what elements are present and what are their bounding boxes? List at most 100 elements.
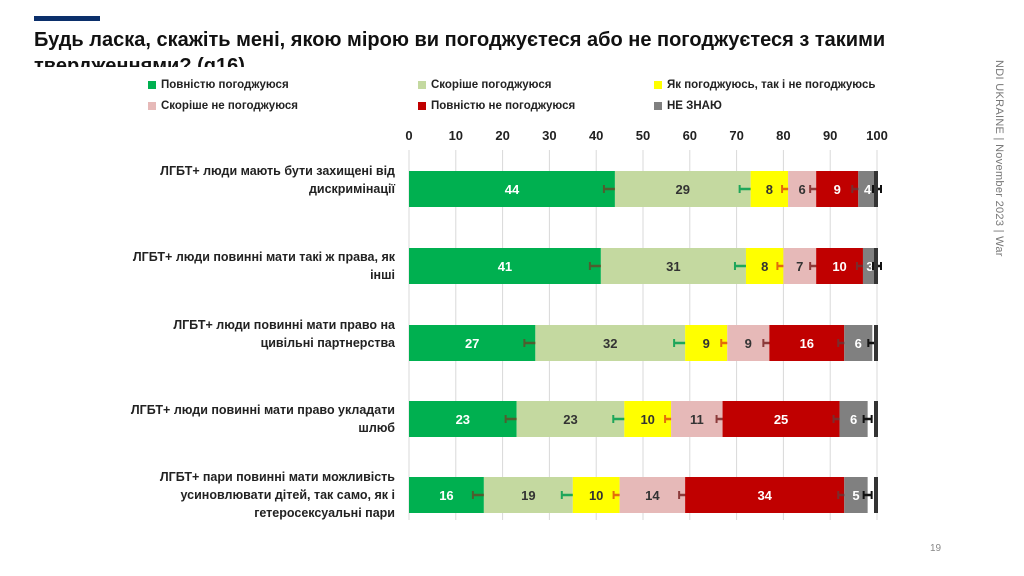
data-label: 9 <box>703 336 710 351</box>
data-label: 23 <box>563 412 577 427</box>
bar-end-segment <box>874 401 878 437</box>
bar-end-segment <box>874 248 878 284</box>
bar-segment <box>483 477 573 513</box>
bar-segment <box>409 325 536 361</box>
legend-swatch <box>418 81 426 89</box>
x-tick-label: 50 <box>636 128 650 143</box>
data-label: 5 <box>852 488 859 503</box>
category-label: ЛГБТ+ люди повинні мати право укладати ш… <box>130 403 395 435</box>
bar-segment <box>409 248 601 284</box>
title-accent-bar <box>34 16 100 21</box>
legend-item: Скоріше не погоджуюся <box>148 100 298 112</box>
bar-segment <box>722 401 840 437</box>
bar-end-segment <box>874 171 878 207</box>
page-title: Будь ласка, скажіть мені, якою мірою ви … <box>34 29 886 67</box>
bar-segment <box>516 401 625 437</box>
page-number: 19 <box>930 543 942 554</box>
data-label: 10 <box>589 488 603 503</box>
legend-label: Повністю не погоджуюся <box>431 100 576 112</box>
x-tick-label: 100 <box>866 128 888 143</box>
bar-segment <box>769 325 845 361</box>
data-label: 8 <box>761 259 768 274</box>
data-label: 31 <box>666 259 680 274</box>
x-tick-label: 60 <box>683 128 697 143</box>
data-label: 29 <box>676 182 690 197</box>
bar-segment <box>535 325 686 361</box>
legend-label: Скоріше не погоджуюся <box>161 100 298 112</box>
bar-segment <box>671 401 723 437</box>
data-label: 7 <box>796 259 803 274</box>
legend-swatch <box>148 102 156 110</box>
x-tick-label: 0 <box>405 128 412 143</box>
bar-segment <box>600 248 746 284</box>
x-tick-label: 30 <box>542 128 556 143</box>
bar-segment <box>727 325 770 361</box>
x-tick-label: 80 <box>776 128 790 143</box>
x-tick-label: 90 <box>823 128 837 143</box>
category-label: ЛГБТ+ люди мають бути захищені від дискр… <box>160 164 395 196</box>
legend-item: НЕ ЗНАЮ <box>654 100 722 112</box>
bar-segment <box>614 171 751 207</box>
x-tick-label: 20 <box>495 128 509 143</box>
legend-label: Скоріше погоджуюся <box>431 79 552 91</box>
legend-item: Повністю погоджуюся <box>148 79 289 91</box>
bar-segment <box>816 171 859 207</box>
x-tick-label: 40 <box>589 128 603 143</box>
bar-segment <box>409 401 517 437</box>
legend-label: Повністю погоджуюся <box>161 79 289 91</box>
category-label: ЛГБТ+ люди повинні мати право на цивільн… <box>173 318 395 350</box>
legend-label: НЕ ЗНАЮ <box>667 100 722 112</box>
data-label: 10 <box>832 259 846 274</box>
error-bar <box>862 415 873 423</box>
data-label: 27 <box>465 336 479 351</box>
side-caption: NDI UKRAINE | November 2023 | War <box>993 60 1005 257</box>
data-label: 25 <box>774 412 788 427</box>
data-label: 16 <box>439 488 453 503</box>
bar-segment <box>844 477 868 513</box>
x-tick-label: 70 <box>729 128 743 143</box>
data-label: 9 <box>834 182 841 197</box>
bar-segment <box>572 477 620 513</box>
data-label: 23 <box>456 412 470 427</box>
data-label: 6 <box>855 336 862 351</box>
category-label: ЛГБТ+ пари повинні мати можливість усино… <box>159 470 395 520</box>
data-label: 6 <box>799 182 806 197</box>
error-bar <box>862 491 873 499</box>
legend-label: Як погоджуюсь, так і не погоджуюсь <box>667 79 876 91</box>
data-label: 14 <box>645 488 660 503</box>
data-label: 32 <box>603 336 617 351</box>
bar-segment <box>858 171 877 207</box>
bar-end-segment <box>874 325 878 361</box>
x-tick-label: 10 <box>449 128 463 143</box>
bar-segment <box>816 248 863 284</box>
data-label: 19 <box>521 488 535 503</box>
legend-item: Повністю не погоджуюся <box>418 100 575 112</box>
bar-segment <box>619 477 686 513</box>
data-label: 8 <box>766 182 773 197</box>
category-label: ЛГБТ+ люди повинні мати такі ж права, як… <box>132 250 395 282</box>
data-label: 41 <box>498 259 512 274</box>
legend-swatch <box>654 81 662 89</box>
bar-segment <box>685 477 845 513</box>
data-label: 4 <box>864 182 872 197</box>
data-label: 10 <box>640 412 654 427</box>
legend-item: Як погоджуюсь, так і не погоджуюсь <box>654 79 875 91</box>
data-label: 3 <box>866 259 873 274</box>
bar-segment <box>624 401 672 437</box>
legend-swatch <box>418 102 426 110</box>
bar-segment <box>685 325 728 361</box>
bar-segment <box>409 477 484 513</box>
legend-swatch <box>148 81 156 89</box>
data-label: 44 <box>505 182 520 197</box>
bar-end-segment <box>874 477 878 513</box>
data-label: 9 <box>745 336 752 351</box>
legend-item: Скоріше погоджуюся <box>418 79 551 91</box>
data-label: 6 <box>850 412 857 427</box>
bar-segment <box>409 171 615 207</box>
legend-swatch <box>654 102 662 110</box>
data-label: 11 <box>690 412 704 427</box>
data-label: 34 <box>757 488 772 503</box>
bar-segment <box>862 248 877 284</box>
data-label: 16 <box>800 336 814 351</box>
